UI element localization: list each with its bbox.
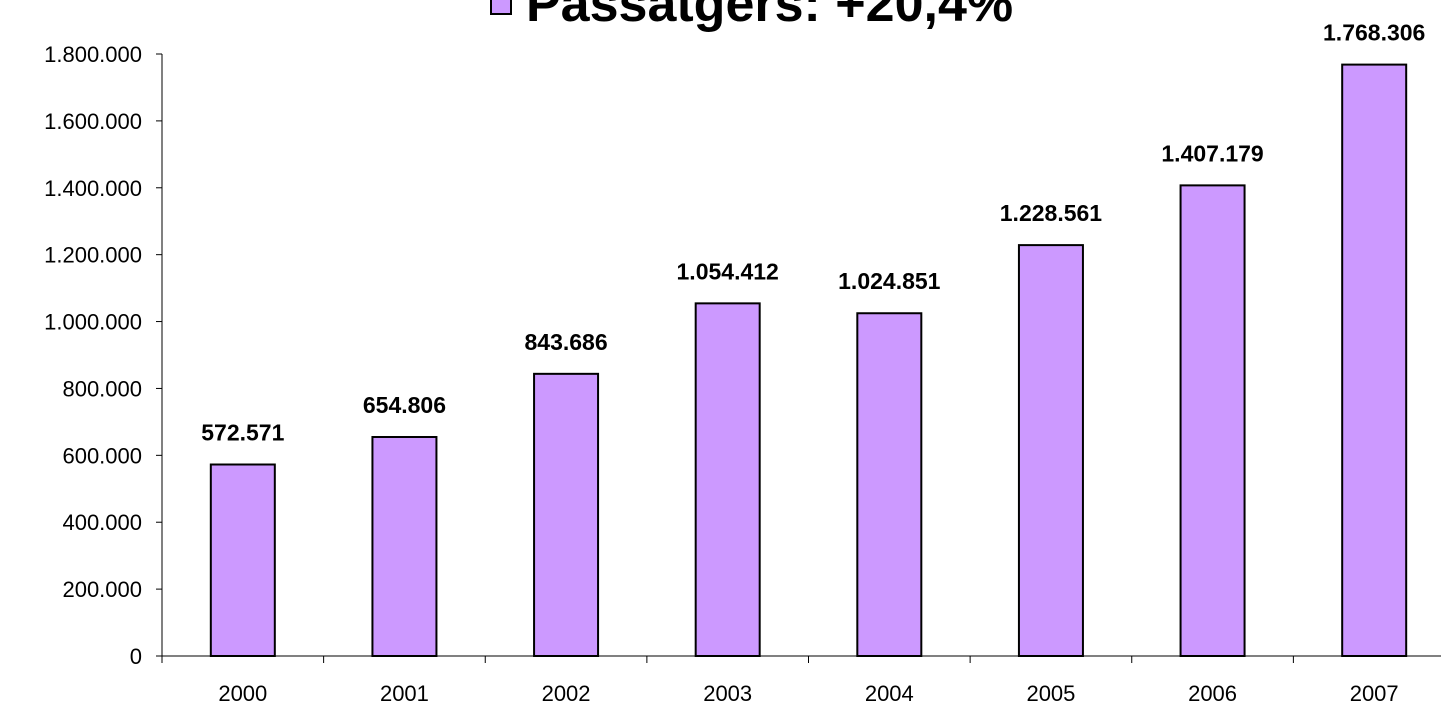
x-tick-label: 2005 [1026,681,1075,706]
bar-2005 [1017,244,1084,657]
y-tick-label: 400.000 [62,510,142,535]
y-tick-label: 1.000.000 [44,310,142,335]
x-tick-label: 2001 [380,681,429,706]
data-label-2000: 572.571 [201,420,284,446]
x-tick-label: 2003 [703,681,752,706]
bar-2003 [694,302,761,657]
legend-label: Passatgers: +20,4% [526,0,1014,33]
data-label-2006: 1.407.179 [1161,140,1263,166]
y-tick-label: 1.200.000 [44,243,142,268]
data-label-2002: 843.686 [524,329,607,355]
bar-2006 [1179,184,1246,657]
bar-2000 [209,463,276,657]
bar-2001 [371,436,438,658]
bar-2002 [533,372,600,657]
y-tick-label: 1.800.000 [44,42,142,67]
y-tick-label: 1.400.000 [44,176,142,201]
x-tick-label: 2004 [865,681,914,706]
y-tick-label: 200.000 [62,577,142,602]
data-label-2001: 654.806 [363,392,446,418]
y-tick-label: 0 [130,644,142,669]
bar-2007 [1341,63,1408,658]
x-tick-label: 2002 [542,681,591,706]
y-tick-label: 800.000 [62,376,142,401]
data-label-2004: 1.024.851 [838,268,941,294]
bar-2004 [856,312,923,657]
x-tick-label: 2000 [218,681,267,706]
y-tick-label: 1.600.000 [44,109,142,134]
legend: Passatgers: +20,4% [490,0,1013,30]
data-label-2007: 1.768.306 [1323,20,1425,46]
data-label-2003: 1.054.412 [677,258,779,284]
data-label-2005: 1.228.561 [1000,200,1103,226]
y-tick-label: 600.000 [62,443,142,468]
legend-swatch [490,0,512,15]
x-tick-label: 2007 [1350,681,1399,706]
x-tick-label: 2006 [1188,681,1237,706]
